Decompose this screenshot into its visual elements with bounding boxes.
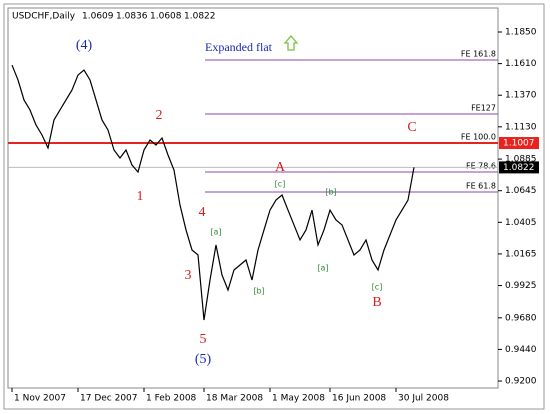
x-tick-label: 1 Nov 2007 — [14, 394, 66, 404]
x-tick-label: 1 Feb 2008 — [146, 394, 197, 404]
quote-value: 1.0609 — [82, 12, 114, 22]
x-tick-label: 18 Mar 2008 — [206, 394, 263, 404]
wave-label: 1 — [137, 189, 144, 204]
plot-area — [7, 7, 499, 389]
y-tick-label: 1.1130 — [505, 122, 537, 132]
wave-label: (4) — [76, 38, 93, 53]
y-tick-label: 0.9440 — [505, 345, 537, 355]
x-tick-label: 30 Jul 2008 — [398, 394, 449, 404]
price-box — [499, 137, 539, 150]
wave-label: (5) — [195, 352, 212, 367]
y-tick-label: 1.0165 — [505, 249, 537, 259]
fibo-label: FE 61.8 — [466, 182, 496, 191]
wave-label: [c] — [275, 180, 286, 189]
wave-label: [b] — [325, 188, 336, 197]
y-tick-label: 1.0645 — [505, 186, 537, 196]
quote-value: 1.0608 — [150, 12, 182, 22]
price-line-series — [11, 64, 415, 321]
y-tick-label: 0.9680 — [505, 313, 537, 323]
y-tick-label: 1.1850 — [505, 27, 537, 37]
wave-label: 4 — [199, 205, 206, 220]
wave-label: [a] — [317, 264, 328, 273]
fibo-label: FE127 — [471, 104, 496, 113]
y-tick-label: 1.0885 — [505, 155, 537, 165]
wave-label: C — [407, 120, 416, 135]
y-tick-label: 1.1370 — [505, 91, 537, 101]
x-tick-label: 17 Dec 2007 — [80, 394, 138, 404]
wave-label: [c] — [372, 283, 383, 292]
fibo-label: FE 78.6 — [466, 162, 496, 171]
y-tick-label: 1.1610 — [505, 59, 537, 69]
price-box-label: 1.1007 — [503, 139, 535, 149]
wave-label: 2 — [156, 108, 163, 123]
price-box-label: 1.0822 — [503, 163, 535, 173]
wave-label: B — [372, 295, 381, 310]
y-tick-label: 1.0405 — [505, 218, 537, 228]
y-tick-label: 0.9925 — [505, 281, 537, 291]
note: Expanded flat — [205, 40, 273, 54]
quote-value: 1.0822 — [184, 12, 216, 22]
fibo-label: FE 161.8 — [461, 50, 496, 59]
fibo-label: FE 100.0 — [461, 133, 496, 142]
x-tick-label: 1 May 2008 — [272, 394, 325, 404]
wave-label: 5 — [200, 332, 207, 347]
y-tick-label: 0.9200 — [505, 377, 537, 387]
frame — [3, 3, 545, 410]
x-tick-label: 16 Jun 2008 — [332, 394, 386, 404]
up-arrow — [283, 35, 299, 51]
chart-title: USDCHF,Daily — [12, 12, 76, 22]
price-box — [499, 161, 539, 174]
wave-label: 3 — [185, 268, 192, 283]
wave-label: A — [275, 160, 286, 175]
wave-label: [a] — [210, 228, 221, 237]
wave-label: [b] — [253, 287, 264, 296]
quote-value: 1.0836 — [116, 12, 148, 22]
